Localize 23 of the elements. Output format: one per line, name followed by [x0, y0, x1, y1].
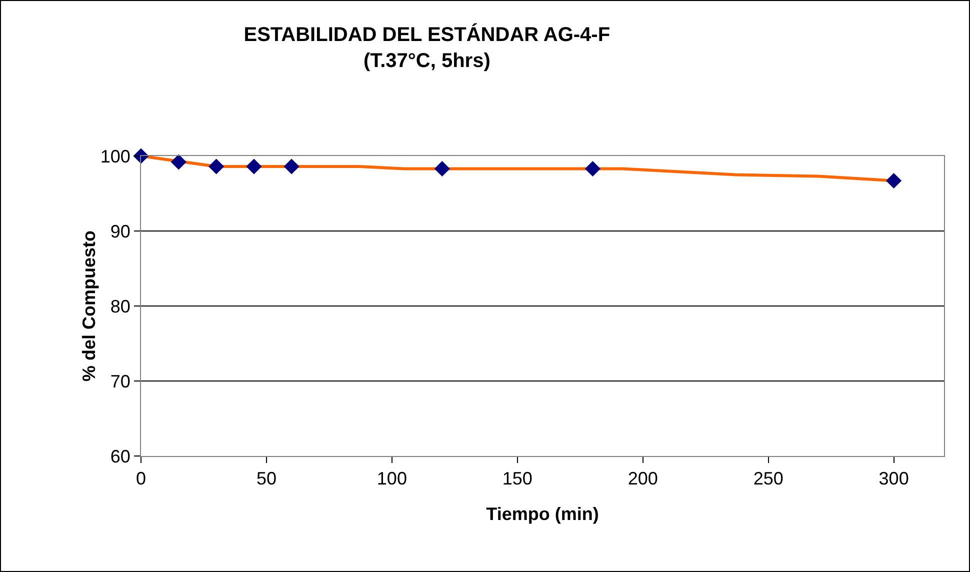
x-tick-label: 50: [256, 468, 276, 489]
point: [170, 154, 186, 170]
x-tick-label: 150: [502, 468, 532, 489]
point: [208, 158, 224, 174]
point: [584, 160, 600, 177]
y-tick-label: 70: [110, 371, 130, 392]
y-tick-label: 90: [110, 221, 130, 242]
y-tick-label: 80: [110, 296, 130, 316]
x-tick-label: 0: [136, 468, 146, 489]
x-tick-label: 300: [878, 468, 909, 489]
point: [434, 160, 450, 177]
point: [886, 172, 902, 189]
x-tick-label: 200: [628, 468, 658, 489]
y-axis-title: % del Compuesto: [79, 230, 99, 382]
chart-title: ESTABILIDAD DEL ESTÁNDAR AG-4-F: [244, 22, 610, 46]
x-tick-label: 250: [753, 468, 784, 489]
point: [246, 158, 262, 174]
y-tick-label: 100: [100, 146, 130, 166]
y-tick-label: 60: [110, 446, 130, 466]
chart-subtitle: (T.37°C, 5hrs): [363, 50, 490, 72]
point: [284, 158, 300, 174]
x-axis-title: Tiempo (min): [486, 504, 599, 524]
x-tick-label: 100: [376, 468, 407, 489]
